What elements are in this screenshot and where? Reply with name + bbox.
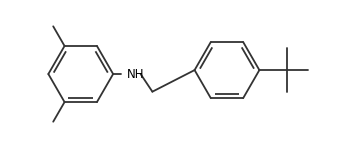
Text: NH: NH bbox=[127, 68, 144, 81]
